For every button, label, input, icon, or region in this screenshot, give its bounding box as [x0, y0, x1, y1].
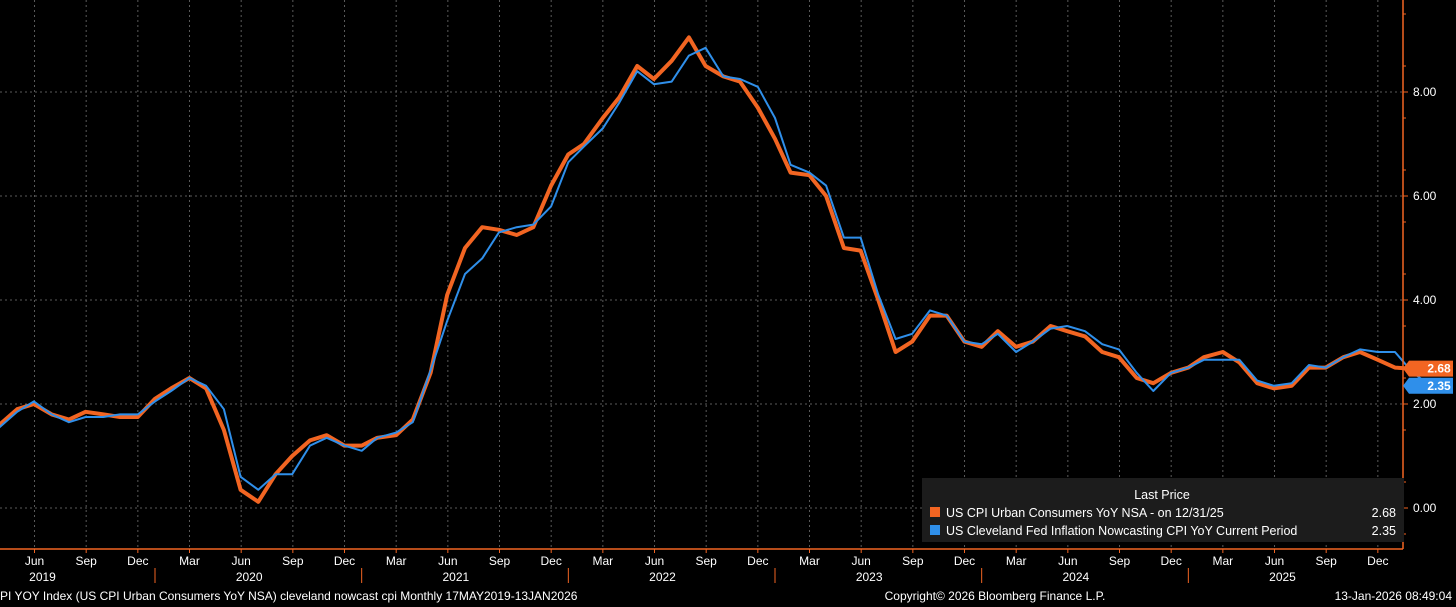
x-tick-label: Sep [902, 554, 924, 568]
y-gridlines [0, 91, 1403, 509]
footer-description: PI YOY Index (US CPI Urban Consumers YoY… [0, 589, 578, 603]
x-tick-label: Dec [127, 554, 148, 568]
series-lines [0, 35, 1431, 504]
x-year-label: 2019 [29, 570, 56, 584]
badge-value: 2.35 [1427, 379, 1451, 393]
x-year-label: 2020 [236, 570, 263, 584]
x-tick-label: Dec [954, 554, 975, 568]
badge-shape [1403, 360, 1453, 377]
legend-header: Last Price [1134, 488, 1190, 502]
x-tick-label: Jun [1265, 554, 1284, 568]
x-tick-label: Sep [696, 554, 718, 568]
footer: PI YOY Index (US CPI Urban Consumers YoY… [0, 589, 1452, 603]
series-line-nowcast [0, 46, 1431, 491]
x-year-label: 2024 [1062, 570, 1089, 584]
x-tick-label: Dec [1161, 554, 1182, 568]
x-year-label: 2022 [649, 570, 676, 584]
badge-value: 2.68 [1427, 362, 1451, 376]
x-tick-label: Sep [489, 554, 511, 568]
x-tick-label: Sep [1109, 554, 1131, 568]
legend-value-nowcast: 2.35 [1372, 524, 1396, 538]
y-tick-label: 0.00 [1413, 501, 1437, 515]
last-value-badge-nowcast: 2.35 [1403, 377, 1453, 394]
x-tick-label: Mar [179, 554, 200, 568]
x-tick-label: Dec [541, 554, 562, 568]
x-tick-label: Mar [1213, 554, 1234, 568]
badge-shape [1403, 377, 1453, 394]
legend-label-nowcast: US Cleveland Fed Inflation Nowcasting CP… [946, 524, 1297, 538]
x-tick-label: Jun [438, 554, 457, 568]
x-year-label: 2021 [442, 570, 469, 584]
x-tick-label: Mar [799, 554, 820, 568]
x-tick-label: Mar [386, 554, 407, 568]
legend-swatch-nowcast [930, 525, 940, 535]
last-value-badges: 2.68 2.35 [1403, 360, 1453, 394]
x-tick-label: Sep [76, 554, 98, 568]
x-tick-label: Mar [593, 554, 614, 568]
x-tick-label: Jun [645, 554, 664, 568]
y-axis: 0.00 2.00 4.00 6.00 8.00 [1403, 13, 1437, 535]
x-year-label: 2023 [856, 570, 883, 584]
y-tick-label: 2.00 [1413, 397, 1437, 411]
legend-swatch-cpi [930, 507, 940, 517]
last-value-badge-cpi: 2.68 [1403, 360, 1453, 377]
legend-background [922, 478, 1404, 542]
y-tick-label: 8.00 [1413, 85, 1437, 99]
x-tick-label: Dec [1367, 554, 1388, 568]
legend-label-cpi: US CPI Urban Consumers YoY NSA - on 12/3… [946, 506, 1224, 520]
legend-value-cpi: 2.68 [1372, 506, 1396, 520]
footer-copyright: Copyright© 2026 Bloomberg Finance L.P. [885, 589, 1106, 603]
x-tick-label: Dec [334, 554, 355, 568]
y-tick-label: 4.00 [1413, 293, 1437, 307]
x-tick-label: Jun [232, 554, 251, 568]
x-year-label: 2025 [1269, 570, 1296, 584]
x-axis: Jun Sep Dec Mar Jun Sep Dec Mar Jun Sep Dec Mar Jun S… [25, 549, 1389, 583]
x-tick-label: Mar [1006, 554, 1027, 568]
legend: Last Price US CPI Urban Consumers YoY NS… [922, 478, 1404, 542]
x-axis-years: 2019 2020 2021 2022 2023 2024 2025 [29, 570, 1296, 584]
footer-timestamp: 13-Jan-2026 08:49:04 [1335, 589, 1453, 603]
x-tick-label: Sep [1316, 554, 1338, 568]
x-tick-label: Jun [852, 554, 871, 568]
x-tick-label: Sep [282, 554, 304, 568]
x-tick-label: Jun [1058, 554, 1077, 568]
y-tick-label: 6.00 [1413, 189, 1437, 203]
x-tick-label: Dec [747, 554, 768, 568]
x-tick-label: Jun [25, 554, 44, 568]
